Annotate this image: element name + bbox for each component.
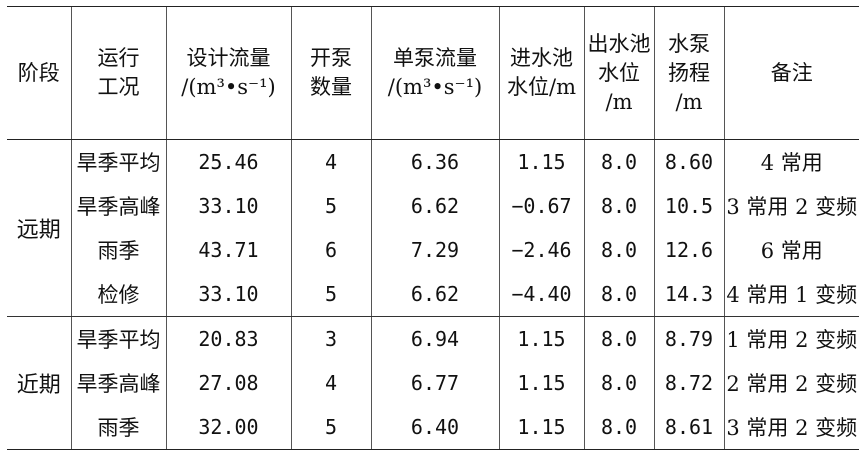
header-line: 水位 bbox=[598, 60, 640, 85]
condition-cell: 雨季 bbox=[70, 228, 166, 272]
pump-operating-conditions-table: 阶段 运行 工况 设计流量/(m³•s⁻¹) 开泵 数量 单泵流量/(m³•s⁻¹) 进水池水… bbox=[7, 6, 859, 450]
inlet-level-cell: −2.46 bbox=[498, 228, 584, 272]
header-line: 数量 bbox=[310, 75, 352, 99]
note-cell: 3 常用 2 变频 bbox=[723, 184, 859, 228]
note-cell: 4 常用 bbox=[723, 139, 859, 184]
table-row: 旱季高峰 33.10 5 6.62 −0.67 8.0 10.5 3 常用 2 变频 bbox=[7, 184, 859, 228]
stage-cell: 远期 bbox=[7, 139, 71, 317]
inlet-level-cell: 1.15 bbox=[498, 361, 584, 405]
single-flow-cell: 6.77 bbox=[370, 361, 499, 405]
note-cell: 2 常用 2 变频 bbox=[723, 361, 859, 405]
condition-cell: 检修 bbox=[70, 272, 166, 317]
pump-count-cell: 5 bbox=[290, 272, 371, 317]
header-line: 设计流量 bbox=[186, 46, 271, 70]
inlet-level-header: 进水池水位/m bbox=[498, 6, 584, 140]
table-row: 旱季高峰 27.08 4 6.77 1.15 8.0 8.72 2 常用 2 变频 bbox=[7, 361, 859, 405]
design-flow-cell: 33.10 bbox=[165, 272, 291, 317]
header-line: 水位/m bbox=[507, 75, 576, 99]
header-line: /(m³•s⁻¹) bbox=[387, 75, 483, 99]
pump-head-cell: 8.72 bbox=[653, 361, 724, 405]
outlet-level-cell: 8.0 bbox=[583, 228, 654, 272]
table-row: 检修 33.10 5 6.62 −4.40 8.0 14.3 4 常用 1 变频 bbox=[7, 272, 859, 317]
header-line: 单泵流量 bbox=[393, 46, 477, 70]
pump-head-header: 水泵扬程/m bbox=[653, 6, 724, 140]
design-flow-cell: 43.71 bbox=[165, 228, 291, 272]
note-cell: 6 常用 bbox=[723, 228, 859, 272]
design-flow-cell: 27.08 bbox=[165, 361, 291, 405]
condition-cell: 旱季平均 bbox=[70, 316, 166, 361]
condition-cell: 旱季平均 bbox=[70, 139, 166, 184]
pump-count-cell: 6 bbox=[290, 228, 371, 272]
stage-cell: 近期 bbox=[7, 316, 71, 450]
table-row: 雨季 32.00 5 6.40 1.15 8.0 8.61 3 常用 2 变频 bbox=[7, 405, 859, 450]
pump-count-cell: 5 bbox=[290, 405, 371, 450]
table-row: 雨季 43.71 6 7.29 −2.46 8.0 12.6 6 常用 bbox=[7, 228, 859, 272]
header-row: 阶段 运行 工况 设计流量/(m³•s⁻¹) 开泵 数量 单泵流量/(m³•s⁻¹) 进水池水… bbox=[7, 6, 859, 140]
header-line: 水泵 bbox=[668, 31, 710, 56]
outlet-level-cell: 8.0 bbox=[583, 272, 654, 317]
design-flow-cell: 25.46 bbox=[165, 139, 291, 184]
pump-count-cell: 3 bbox=[290, 316, 371, 361]
outlet-level-cell: 8.0 bbox=[583, 139, 654, 184]
table-body: 远期 旱季平均 25.46 4 6.36 1.15 8.0 8.60 4 常用 旱季高峰 33.10… bbox=[7, 139, 859, 450]
header-line: 开泵 bbox=[310, 46, 352, 70]
condition-cell: 雨季 bbox=[70, 405, 166, 450]
note-header: 备注 bbox=[723, 6, 859, 140]
design-flow-header: 设计流量 /(m³•s⁻¹) bbox=[165, 6, 291, 140]
outlet-level-cell: 8.0 bbox=[583, 316, 654, 361]
outlet-level-cell: 8.0 bbox=[583, 184, 654, 228]
header-line: 备注 bbox=[770, 60, 813, 85]
design-flow-cell: 20.83 bbox=[165, 316, 291, 361]
inlet-level-cell: −4.40 bbox=[498, 272, 584, 317]
pump-count-cell: 4 bbox=[290, 139, 371, 184]
header-line: /m bbox=[605, 89, 633, 114]
table-row: 近期 旱季平均 20.83 3 6.94 1.15 8.0 8.79 1 常用 2 变频 bbox=[7, 316, 859, 450]
pump-head-cell: 14.3 bbox=[653, 272, 724, 317]
note-cell: 3 常用 2 变频 bbox=[723, 405, 859, 450]
header-line: 运行 bbox=[97, 46, 140, 70]
pump-head-cell: 12.6 bbox=[653, 228, 724, 272]
inlet-level-cell: 1.15 bbox=[498, 316, 584, 361]
table-row: 远期 旱季平均 25.46 4 6.36 1.15 8.0 8.60 4 常用 bbox=[7, 139, 859, 317]
pump-head-cell: 8.79 bbox=[653, 316, 724, 361]
single-flow-cell: 7.29 bbox=[370, 228, 499, 272]
pump-count-cell: 5 bbox=[290, 184, 371, 228]
stage-header: 阶段 bbox=[7, 6, 71, 140]
note-cell: 1 常用 2 变频 bbox=[723, 316, 859, 361]
inlet-level-cell: 1.15 bbox=[498, 405, 584, 450]
single-flow-cell: 6.62 bbox=[370, 272, 499, 317]
design-flow-cell: 32.00 bbox=[165, 405, 291, 450]
single-flow-cell: 6.36 bbox=[370, 139, 499, 184]
header-line: 进水池 bbox=[510, 46, 573, 70]
outlet-level-cell: 8.0 bbox=[583, 361, 654, 405]
pump-head-cell: 8.60 bbox=[653, 139, 724, 184]
header-line: /m bbox=[675, 89, 703, 114]
header-line: /(m³•s⁻¹) bbox=[181, 75, 276, 99]
header-line: 扬程 bbox=[668, 60, 710, 85]
single-flow-cell: 6.62 bbox=[370, 184, 499, 228]
condition-cell: 旱季高峰 bbox=[70, 184, 166, 228]
note-cell: 4 常用 1 变频 bbox=[723, 272, 859, 317]
condition-cell: 旱季高峰 bbox=[70, 361, 166, 405]
pump-head-cell: 10.5 bbox=[653, 184, 724, 228]
header-line: 阶段 bbox=[17, 60, 60, 85]
header-line: 出水池 bbox=[587, 31, 651, 56]
design-flow-cell: 33.10 bbox=[165, 184, 291, 228]
header-line: 工况 bbox=[97, 75, 140, 99]
condition-header: 运行 工况 bbox=[70, 6, 166, 140]
inlet-level-cell: −0.67 bbox=[498, 184, 584, 228]
single-flow-cell: 6.94 bbox=[370, 316, 499, 361]
outlet-level-header: 出水池水位/m bbox=[583, 6, 654, 140]
single-flow-cell: 6.40 bbox=[370, 405, 499, 450]
outlet-level-cell: 8.0 bbox=[583, 405, 654, 450]
pump-head-cell: 8.61 bbox=[653, 405, 724, 450]
inlet-level-cell: 1.15 bbox=[498, 139, 584, 184]
pump-count-cell: 4 bbox=[290, 361, 371, 405]
pump-count-header: 开泵 数量 bbox=[290, 6, 371, 140]
single-flow-header: 单泵流量 /(m³•s⁻¹) bbox=[370, 6, 499, 140]
